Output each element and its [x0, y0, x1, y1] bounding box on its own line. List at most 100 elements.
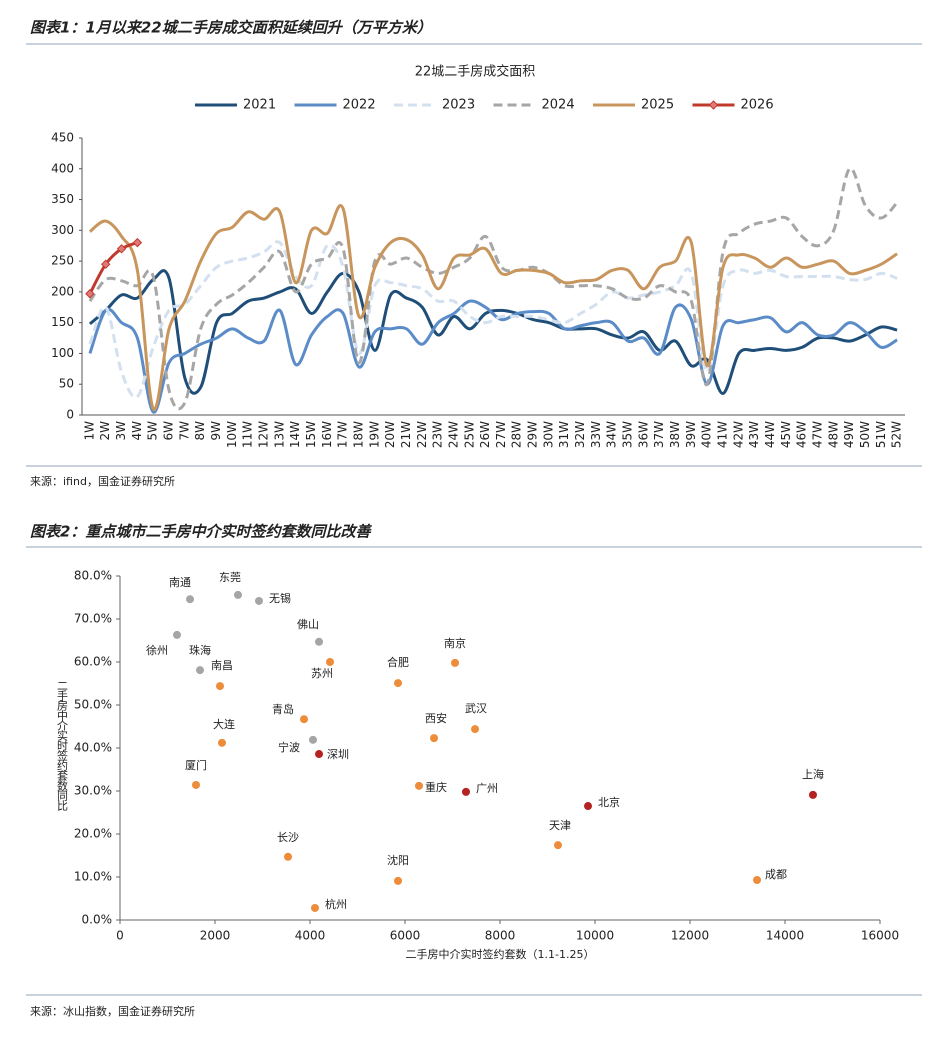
x-tick-label: 0: [116, 929, 124, 943]
y-tick-label: 350: [51, 192, 74, 206]
x-tick-label: 1W: [82, 421, 96, 441]
point-label: 成都: [765, 868, 787, 881]
point: [315, 637, 324, 646]
y-tick-label: 0: [66, 408, 74, 422]
point: [186, 595, 195, 604]
x-tick-label: 16000: [861, 929, 899, 943]
y-tick-label: 60.0%: [74, 655, 112, 669]
marker: [101, 259, 111, 269]
y-tick-label: 0.0%: [82, 913, 113, 927]
y-tick-label: 70.0%: [74, 612, 112, 626]
x-tick-label: 24W: [446, 421, 460, 448]
x-tick-label: 22W: [415, 421, 429, 448]
point-label: 广州: [476, 782, 498, 795]
x-tick-label: 2W: [98, 421, 112, 441]
y-tick-label: 400: [51, 161, 74, 175]
y-tick-label: 100: [51, 346, 74, 360]
figure-caption: 图表1：1月以来22城二手房成交面积延续回升（万平方米）: [30, 19, 432, 37]
marker: [116, 244, 127, 254]
x-tick-label: 47W: [810, 421, 824, 448]
point-label: 宁波: [278, 740, 300, 754]
x-tick-label: 46W: [795, 421, 809, 448]
point-label: 南通: [169, 576, 191, 589]
point-label: 沈阳: [387, 853, 409, 867]
x-tick-label: 49W: [842, 421, 856, 448]
source: 来源：冰山指数，国金证券研究所: [30, 1004, 195, 1018]
x-tick-label: 8000: [485, 929, 516, 943]
x-tick-label: 12W: [257, 421, 271, 448]
chart-title: 22城二手房成交面积: [415, 64, 536, 80]
y-tick-label: 80.0%: [74, 569, 112, 583]
x-tick-label: 5W: [146, 421, 160, 441]
x-tick-label: 42W: [731, 421, 745, 448]
point-label: 苏州: [311, 667, 333, 680]
x-tick-label: 44W: [763, 421, 777, 448]
x-tick-label: 14000: [766, 929, 804, 943]
y-axis-label: 二手房中介实时签约套数同比: [56, 680, 69, 811]
y-tick-label: 450: [51, 131, 74, 145]
point-label: 南京: [444, 636, 466, 650]
x-tick-label: 3W: [114, 421, 128, 441]
point-label: 厦门: [185, 758, 207, 772]
legend-label: 2023: [442, 98, 475, 113]
point: [215, 682, 224, 691]
point-label: 杭州: [325, 897, 347, 911]
y-tick-label: 10.0%: [74, 870, 112, 884]
x-tick-label: 17W: [336, 421, 350, 448]
point-label: 上海: [802, 767, 824, 781]
x-tick-label: 32W: [573, 421, 587, 448]
figure-caption: 图表2：重点城市二手房中介实时签约套数同比改善: [30, 523, 372, 541]
point-label: 南昌: [211, 659, 233, 672]
point: [195, 666, 204, 675]
source: 来源：ifind，国金证券研究所: [30, 474, 175, 488]
y-tick-label: 40.0%: [74, 741, 112, 755]
y-tick-label: 50.0%: [74, 698, 112, 712]
point: [553, 841, 562, 850]
x-tick-label: 10000: [576, 929, 614, 943]
point: [430, 734, 439, 743]
series-line: [88, 269, 898, 395]
point: [753, 876, 762, 885]
point: [315, 750, 324, 759]
point-label: 武汉: [465, 702, 487, 715]
point-label: 合肥: [387, 655, 409, 669]
point-label: 深圳: [327, 748, 349, 761]
series-line: [88, 240, 898, 399]
point: [394, 876, 403, 885]
point: [415, 781, 424, 790]
point: [300, 715, 309, 724]
series-line: [88, 299, 898, 414]
series-line: [88, 204, 898, 412]
x-tick-label: 35W: [621, 421, 635, 448]
x-tick-label: 37W: [652, 421, 666, 448]
x-tick-label: 51W: [874, 421, 888, 448]
point-label: 天津: [549, 819, 571, 832]
x-tick-label: 38W: [668, 421, 682, 448]
y-tick-label: 200: [51, 284, 74, 298]
x-tick-label: 41W: [715, 421, 729, 448]
x-tick-label: 48W: [826, 421, 840, 448]
legend-label: 2021: [243, 98, 276, 113]
point: [284, 852, 293, 861]
x-tick-label: 36W: [636, 421, 650, 448]
x-tick-label: 21W: [399, 421, 413, 448]
series-line: [88, 167, 899, 411]
point: [217, 738, 226, 747]
x-tick-label: 12000: [671, 929, 709, 943]
x-tick-label: 26W: [478, 421, 492, 448]
marker: [132, 237, 143, 248]
x-tick-label: 7W: [177, 421, 191, 441]
point-label: 重庆: [425, 780, 447, 794]
x-tick-label: 27W: [494, 421, 508, 448]
x-tick-label: 52W: [890, 421, 904, 448]
y-tick-label: 20.0%: [74, 827, 112, 841]
point-label: 珠海: [189, 643, 211, 657]
legend-label: 2025: [641, 98, 674, 113]
y-tick-label: 30.0%: [74, 784, 112, 798]
x-tick-label: 20W: [383, 421, 397, 448]
x-tick-label: 16W: [320, 421, 334, 448]
x-tick-label: 34W: [605, 421, 619, 448]
x-tick-label: 4000: [295, 929, 326, 943]
point-label: 佛山: [297, 618, 319, 631]
